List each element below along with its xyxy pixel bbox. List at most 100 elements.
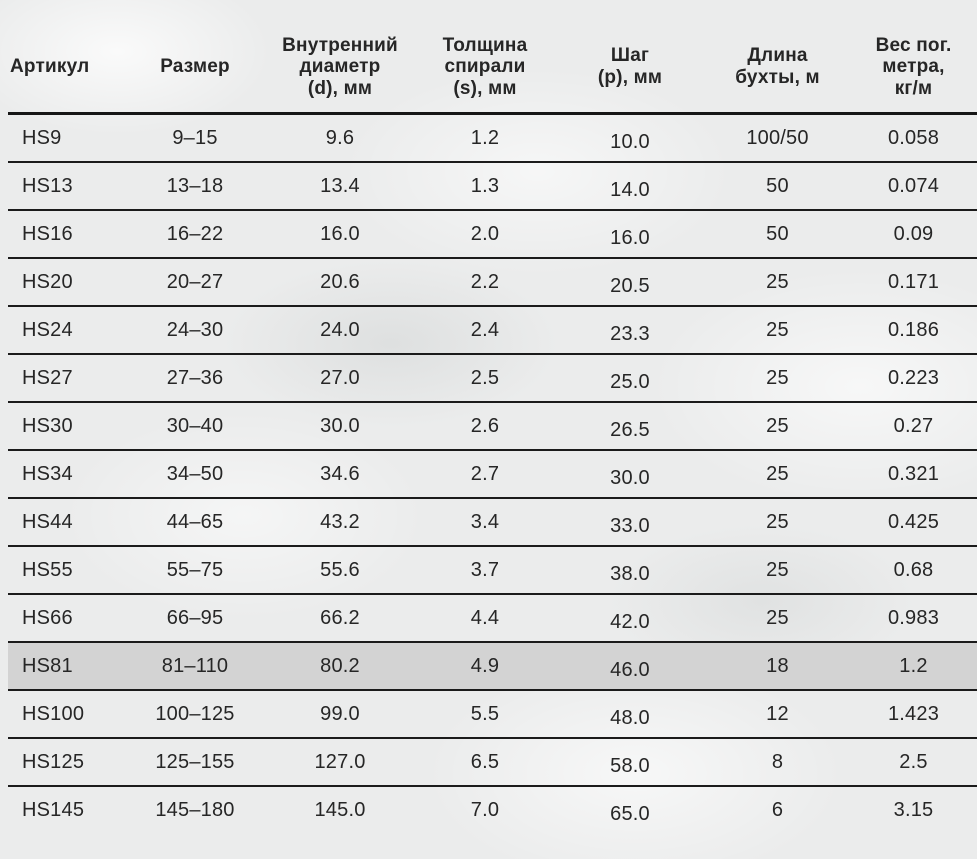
cell-pitch: 16.0 <box>610 226 650 249</box>
cell-coil_length: 12 <box>766 702 789 725</box>
cell-article: HS100 <box>22 702 85 725</box>
table-row: HS16 16–22 16.0 2.0 16.0 50 0.09 <box>8 211 977 259</box>
cell-pitch: 58.0 <box>610 754 650 777</box>
cell-weight: 1.2 <box>899 654 928 677</box>
cell-spiral_thickness: 2.5 <box>470 366 500 389</box>
cell-size: 145–180 <box>155 798 235 821</box>
column-header-spiral_thickness: Толщина спирали (s), мм <box>442 34 528 99</box>
cell-coil_length: 25 <box>766 510 789 533</box>
table-row: HS13 13–18 13.4 1.3 14.0 50 0.074 <box>8 163 977 211</box>
cell-pitch: 10.0 <box>610 130 650 153</box>
cell-coil_length: 6 <box>771 798 784 821</box>
cell-spiral_thickness: 2.7 <box>470 462 500 485</box>
cell-article: HS30 <box>22 414 73 437</box>
cell-weight: 0.171 <box>887 270 940 293</box>
cell-inner_diameter: 80.2 <box>320 654 360 677</box>
cell-coil_length: 25 <box>766 270 789 293</box>
cell-pitch: 14.0 <box>610 178 650 201</box>
cell-spiral_thickness: 2.0 <box>470 222 500 245</box>
cell-spiral_thickness: 7.0 <box>470 798 500 821</box>
cell-inner_diameter: 27.0 <box>320 366 360 389</box>
table-row: HS100 100–125 99.0 5.5 48.0 12 1.423 <box>8 691 977 739</box>
cell-pitch: 33.0 <box>610 514 650 537</box>
cell-article: HS145 <box>22 798 85 821</box>
cell-size: 100–125 <box>155 702 235 725</box>
column-header-article: Артикул <box>10 56 90 78</box>
cell-article: HS66 <box>22 606 73 629</box>
cell-coil_length: 25 <box>766 558 789 581</box>
cell-pitch: 46.0 <box>610 658 650 681</box>
column-header-coil_length: Длина бухты, м <box>735 45 820 88</box>
cell-size: 20–27 <box>166 270 224 293</box>
cell-article: HS16 <box>22 222 73 245</box>
cell-weight: 0.09 <box>893 222 934 245</box>
cell-size: 24–30 <box>166 318 224 341</box>
cell-inner_diameter: 99.0 <box>320 702 360 725</box>
column-header-inner_diameter: Внутренний диаметр (d), мм <box>282 34 398 99</box>
cell-pitch: 26.5 <box>610 418 650 441</box>
cell-inner_diameter: 66.2 <box>320 606 360 629</box>
spec-table: Артикул Размер Внутренний диаметр (d), мм Т… <box>8 0 977 833</box>
cell-pitch: 20.5 <box>610 274 650 297</box>
cell-inner_diameter: 30.0 <box>320 414 360 437</box>
table-row: HS24 24–30 24.0 2.4 23.3 25 0.186 <box>8 307 977 355</box>
cell-weight: 0.058 <box>887 126 940 149</box>
cell-spiral_thickness: 4.4 <box>470 606 500 629</box>
cell-size: 55–75 <box>166 558 224 581</box>
cell-inner_diameter: 34.6 <box>320 462 360 485</box>
cell-coil_length: 50 <box>766 222 789 245</box>
cell-weight: 2.5 <box>899 750 928 773</box>
table-row: HS55 55–75 55.6 3.7 38.0 25 0.68 <box>8 547 977 595</box>
cell-inner_diameter: 13.4 <box>320 174 360 197</box>
table-row: HS30 30–40 30.0 2.6 26.5 25 0.27 <box>8 403 977 451</box>
column-header-weight: Вес пог. метра, кг/м <box>875 34 952 99</box>
cell-article: HS9 <box>22 126 62 149</box>
cell-inner_diameter: 20.6 <box>320 270 360 293</box>
cell-size: 9–15 <box>172 126 218 149</box>
table-row: HS44 44–65 43.2 3.4 33.0 25 0.425 <box>8 499 977 547</box>
cell-pitch: 23.3 <box>610 322 650 345</box>
cell-article: HS34 <box>22 462 73 485</box>
cell-size: 44–65 <box>166 510 224 533</box>
table-row: HS9 9–15 9.6 1.2 10.0 100/50 0.058 <box>8 115 977 163</box>
table-row: HS34 34–50 34.6 2.7 30.0 25 0.321 <box>8 451 977 499</box>
cell-pitch: 25.0 <box>610 370 650 393</box>
cell-spiral_thickness: 1.2 <box>470 126 500 149</box>
cell-inner_diameter: 9.6 <box>325 126 355 149</box>
cell-coil_length: 8 <box>771 750 784 773</box>
cell-article: HS81 <box>22 654 73 677</box>
cell-weight: 0.186 <box>887 318 940 341</box>
cell-article: HS24 <box>22 318 73 341</box>
cell-coil_length: 25 <box>766 318 789 341</box>
cell-article: HS27 <box>22 366 73 389</box>
cell-article: HS13 <box>22 174 73 197</box>
cell-article: HS20 <box>22 270 73 293</box>
cell-coil_length: 18 <box>766 654 789 677</box>
table-row: HS27 27–36 27.0 2.5 25.0 25 0.223 <box>8 355 977 403</box>
cell-coil_length: 100/50 <box>746 126 809 149</box>
cell-spiral_thickness: 2.2 <box>470 270 500 293</box>
cell-article: HS55 <box>22 558 73 581</box>
cell-size: 81–110 <box>161 654 229 677</box>
cell-coil_length: 25 <box>766 462 789 485</box>
table-row: HS81 81–110 80.2 4.9 46.0 18 1.2 <box>8 643 977 691</box>
table-row: HS125 125–155 127.0 6.5 58.0 8 2.5 <box>8 739 977 787</box>
cell-weight: 0.983 <box>887 606 940 629</box>
cell-weight: 0.074 <box>887 174 940 197</box>
table-row: HS145 145–180 145.0 7.0 65.0 6 3.15 <box>8 787 977 833</box>
cell-inner_diameter: 16.0 <box>320 222 360 245</box>
cell-weight: 0.27 <box>893 414 934 437</box>
cell-spiral_thickness: 2.4 <box>470 318 500 341</box>
table-row: HS66 66–95 66.2 4.4 42.0 25 0.983 <box>8 595 977 643</box>
cell-size: 66–95 <box>166 606 224 629</box>
cell-weight: 3.15 <box>893 798 934 821</box>
cell-spiral_thickness: 5.5 <box>470 702 500 725</box>
cell-spiral_thickness: 2.6 <box>470 414 500 437</box>
cell-article: HS125 <box>22 750 85 773</box>
table-header: Артикул Размер Внутренний диаметр (d), мм Т… <box>8 0 977 115</box>
column-header-pitch: Шаг (p), мм <box>597 45 663 88</box>
cell-coil_length: 25 <box>766 414 789 437</box>
cell-weight: 1.423 <box>887 702 940 725</box>
cell-pitch: 38.0 <box>610 562 650 585</box>
cell-size: 125–155 <box>155 750 235 773</box>
